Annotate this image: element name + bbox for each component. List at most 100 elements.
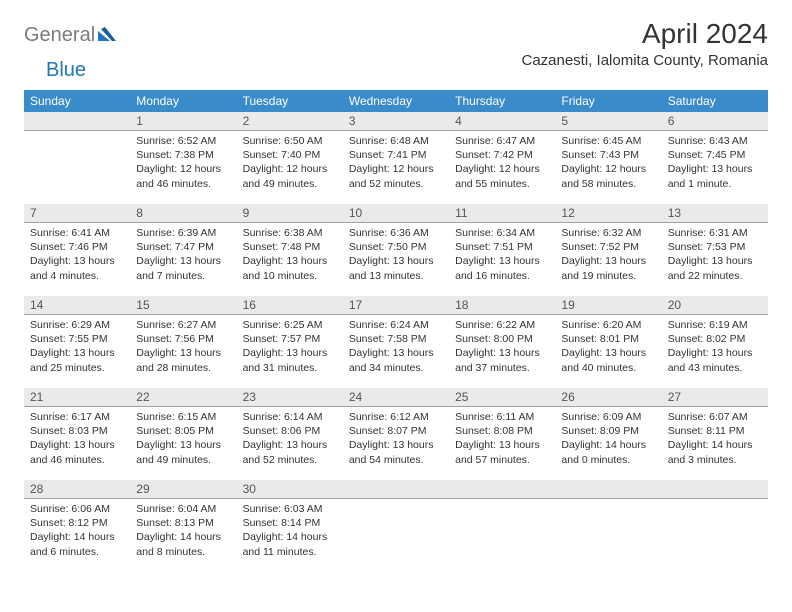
day-line: Daylight: 13 hours [668, 346, 762, 360]
day-content: Sunrise: 6:04 AMSunset: 8:13 PMDaylight:… [130, 499, 236, 565]
day-line: Daylight: 13 hours [30, 254, 124, 268]
day-line: Daylight: 14 hours [668, 438, 762, 452]
calendar-day-cell: 29Sunrise: 6:04 AMSunset: 8:13 PMDayligh… [130, 480, 236, 572]
day-number: 18 [449, 296, 555, 315]
day-content: Sunrise: 6:50 AMSunset: 7:40 PMDaylight:… [237, 131, 343, 197]
day-line: Daylight: 13 hours [455, 346, 549, 360]
location-label: Cazanesti, Ialomita County, Romania [521, 52, 768, 69]
day-line: Sunrise: 6:38 AM [243, 226, 337, 240]
calendar-week-row: 14Sunrise: 6:29 AMSunset: 7:55 PMDayligh… [24, 296, 768, 388]
day-content: Sunrise: 6:31 AMSunset: 7:53 PMDaylight:… [662, 223, 768, 289]
calendar-day-cell: 15Sunrise: 6:27 AMSunset: 7:56 PMDayligh… [130, 296, 236, 388]
day-line: Daylight: 13 hours [561, 346, 655, 360]
day-line: Sunset: 8:13 PM [136, 516, 230, 530]
day-line: Daylight: 13 hours [668, 254, 762, 268]
day-line: Daylight: 12 hours [455, 162, 549, 176]
calendar-day-cell: 24Sunrise: 6:12 AMSunset: 8:07 PMDayligh… [343, 388, 449, 480]
day-content: Sunrise: 6:29 AMSunset: 7:55 PMDaylight:… [24, 315, 130, 381]
day-line: Daylight: 13 hours [349, 254, 443, 268]
day-content [343, 499, 449, 559]
day-content [449, 499, 555, 559]
day-number: 14 [24, 296, 130, 315]
weekday-header: Monday [130, 90, 236, 112]
day-line: and 40 minutes. [561, 361, 655, 375]
day-line: Sunset: 7:41 PM [349, 148, 443, 162]
day-number: 10 [343, 204, 449, 223]
day-content: Sunrise: 6:47 AMSunset: 7:42 PMDaylight:… [449, 131, 555, 197]
calendar-day-cell: 6Sunrise: 6:43 AMSunset: 7:45 PMDaylight… [662, 112, 768, 204]
day-line: Sunrise: 6:36 AM [349, 226, 443, 240]
day-content: Sunrise: 6:19 AMSunset: 8:02 PMDaylight:… [662, 315, 768, 381]
day-number [555, 480, 661, 499]
day-content: Sunrise: 6:36 AMSunset: 7:50 PMDaylight:… [343, 223, 449, 289]
calendar-day-cell [662, 480, 768, 572]
day-line: Sunset: 8:12 PM [30, 516, 124, 530]
day-number: 1 [130, 112, 236, 131]
day-line: Daylight: 13 hours [30, 438, 124, 452]
day-line: Sunrise: 6:04 AM [136, 502, 230, 516]
day-number: 6 [662, 112, 768, 131]
calendar-day-cell [449, 480, 555, 572]
day-number [662, 480, 768, 499]
day-content: Sunrise: 6:03 AMSunset: 8:14 PMDaylight:… [237, 499, 343, 565]
day-line: Sunrise: 6:17 AM [30, 410, 124, 424]
day-number [449, 480, 555, 499]
day-line: Sunrise: 6:15 AM [136, 410, 230, 424]
day-number: 7 [24, 204, 130, 223]
day-line: Sunrise: 6:45 AM [561, 134, 655, 148]
day-line: and 57 minutes. [455, 453, 549, 467]
day-line: and 8 minutes. [136, 545, 230, 559]
day-line: and 46 minutes. [136, 177, 230, 191]
calendar-day-cell: 11Sunrise: 6:34 AMSunset: 7:51 PMDayligh… [449, 204, 555, 296]
day-line: Daylight: 12 hours [561, 162, 655, 176]
day-line: Daylight: 13 hours [243, 346, 337, 360]
day-line: Sunset: 7:55 PM [30, 332, 124, 346]
day-line: and 52 minutes. [243, 453, 337, 467]
day-content [24, 131, 130, 191]
calendar-day-cell: 14Sunrise: 6:29 AMSunset: 7:55 PMDayligh… [24, 296, 130, 388]
day-number: 16 [237, 296, 343, 315]
calendar-day-cell: 28Sunrise: 6:06 AMSunset: 8:12 PMDayligh… [24, 480, 130, 572]
day-line: and 7 minutes. [136, 269, 230, 283]
calendar-day-cell: 5Sunrise: 6:45 AMSunset: 7:43 PMDaylight… [555, 112, 661, 204]
day-line: Sunrise: 6:52 AM [136, 134, 230, 148]
day-number: 26 [555, 388, 661, 407]
day-line: Daylight: 13 hours [136, 254, 230, 268]
calendar-day-cell: 27Sunrise: 6:07 AMSunset: 8:11 PMDayligh… [662, 388, 768, 480]
calendar-day-cell: 18Sunrise: 6:22 AMSunset: 8:00 PMDayligh… [449, 296, 555, 388]
day-line: Sunrise: 6:07 AM [668, 410, 762, 424]
month-title: April 2024 [521, 18, 768, 50]
day-line: and 4 minutes. [30, 269, 124, 283]
calendar-day-cell: 8Sunrise: 6:39 AMSunset: 7:47 PMDaylight… [130, 204, 236, 296]
calendar-day-cell: 21Sunrise: 6:17 AMSunset: 8:03 PMDayligh… [24, 388, 130, 480]
day-line: Sunset: 7:50 PM [349, 240, 443, 254]
day-line: Sunrise: 6:12 AM [349, 410, 443, 424]
day-line: Sunrise: 6:11 AM [455, 410, 549, 424]
day-content: Sunrise: 6:09 AMSunset: 8:09 PMDaylight:… [555, 407, 661, 473]
day-content: Sunrise: 6:25 AMSunset: 7:57 PMDaylight:… [237, 315, 343, 381]
day-number: 11 [449, 204, 555, 223]
logo-mark-icon [98, 25, 116, 46]
day-line: Daylight: 12 hours [243, 162, 337, 176]
day-line: Daylight: 13 hours [668, 162, 762, 176]
calendar-week-row: 1Sunrise: 6:52 AMSunset: 7:38 PMDaylight… [24, 112, 768, 204]
title-block: April 2024 Cazanesti, Ialomita County, R… [521, 18, 768, 69]
day-line: Sunrise: 6:20 AM [561, 318, 655, 332]
day-line: Sunrise: 6:39 AM [136, 226, 230, 240]
day-line: Sunset: 8:05 PM [136, 424, 230, 438]
day-number: 8 [130, 204, 236, 223]
calendar-day-cell: 12Sunrise: 6:32 AMSunset: 7:52 PMDayligh… [555, 204, 661, 296]
day-line: and 49 minutes. [243, 177, 337, 191]
day-content: Sunrise: 6:38 AMSunset: 7:48 PMDaylight:… [237, 223, 343, 289]
day-line: Sunset: 7:45 PM [668, 148, 762, 162]
day-content: Sunrise: 6:48 AMSunset: 7:41 PMDaylight:… [343, 131, 449, 197]
day-content: Sunrise: 6:43 AMSunset: 7:45 PMDaylight:… [662, 131, 768, 197]
day-number: 19 [555, 296, 661, 315]
day-line: and 10 minutes. [243, 269, 337, 283]
day-line: Sunrise: 6:09 AM [561, 410, 655, 424]
calendar-day-cell [555, 480, 661, 572]
logo: General [24, 18, 118, 47]
day-line: Sunset: 8:00 PM [455, 332, 549, 346]
day-line: Sunrise: 6:31 AM [668, 226, 762, 240]
day-line: Sunset: 8:08 PM [455, 424, 549, 438]
